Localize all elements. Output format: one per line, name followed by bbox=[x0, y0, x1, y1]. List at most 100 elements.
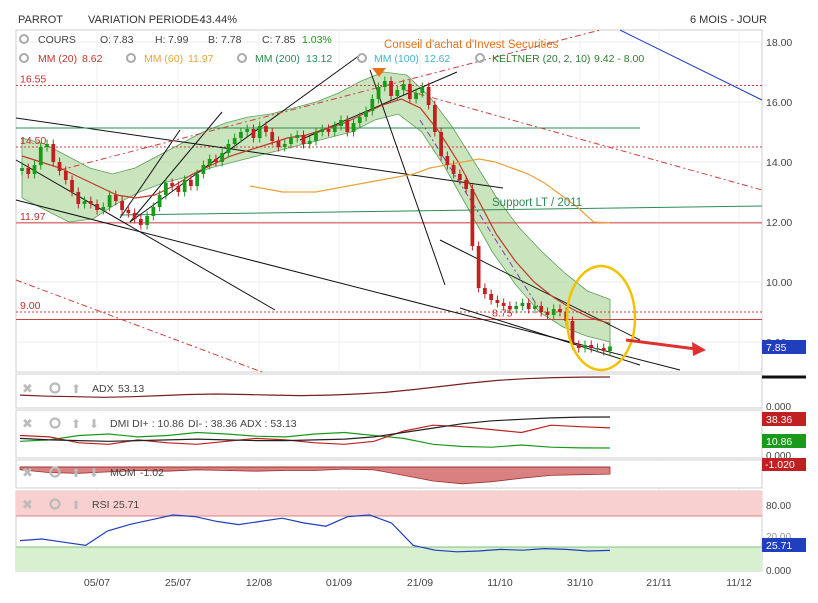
x-tick-label: 11/12 bbox=[726, 577, 752, 589]
candle-body bbox=[170, 183, 175, 186]
di-minus-value: 38.36 bbox=[766, 414, 792, 426]
last-price-badge bbox=[762, 340, 806, 354]
candle-body bbox=[151, 207, 156, 216]
candle-body bbox=[420, 87, 425, 93]
candle-body bbox=[120, 201, 124, 210]
price-y-tick: 14.00 bbox=[766, 157, 792, 169]
x-tick-label: 05/07 bbox=[84, 577, 110, 589]
mom-area bbox=[19, 466, 611, 485]
candle-body bbox=[376, 87, 381, 99]
level-label: 16.55 bbox=[20, 74, 46, 86]
gear-icon[interactable] bbox=[49, 498, 61, 510]
price-y-tick: 12.00 bbox=[766, 217, 792, 229]
price-y-tick: 10.00 bbox=[766, 277, 792, 289]
candle-body bbox=[583, 345, 587, 348]
symbol-title: PARROT bbox=[18, 14, 63, 26]
dmi-panel-frame bbox=[15, 409, 763, 459]
candle-body bbox=[257, 126, 262, 138]
candle-body bbox=[126, 210, 131, 213]
gear-icon[interactable] bbox=[237, 53, 247, 63]
candle-body bbox=[432, 105, 437, 132]
candle-body bbox=[57, 162, 62, 171]
close-x-icon[interactable]: ✖ bbox=[22, 497, 33, 512]
level-label: 8.75 bbox=[492, 308, 513, 320]
candle-body bbox=[514, 306, 519, 309]
candle-body bbox=[38, 147, 43, 165]
mom-series-area bbox=[19, 466, 611, 485]
arrow-down-icon[interactable]: ⬇ bbox=[89, 417, 99, 431]
candle-body bbox=[520, 303, 525, 306]
candle-body bbox=[395, 90, 400, 96]
adx-label: ADX bbox=[92, 383, 114, 395]
candle-body bbox=[426, 87, 431, 105]
mom-label: MOM bbox=[110, 467, 136, 479]
arrow-down-icon[interactable]: ⬇ bbox=[89, 466, 99, 480]
arrow-up-icon[interactable]: ⬆ bbox=[71, 466, 81, 480]
candle-body bbox=[570, 321, 575, 345]
legend-mas[interactable]: MM (20) 8.62 MM (60) 11.97 MM (200) 13.1… bbox=[19, 53, 644, 65]
trend-line bbox=[619, 29, 763, 101]
arrow-up-icon[interactable]: ⬆ bbox=[71, 382, 81, 396]
high-label: H: bbox=[155, 34, 166, 46]
close-x-icon[interactable]: ✖ bbox=[22, 381, 33, 396]
arrow-up-icon[interactable]: ⬆ bbox=[71, 498, 81, 512]
candle-body bbox=[370, 99, 375, 111]
x-axis: 05/07 25/07 12/08 01/09 21/09 11/10 31/10 21/11… bbox=[84, 577, 752, 589]
rsi-overbought-zone bbox=[16, 491, 762, 516]
candle-body bbox=[307, 141, 312, 144]
level-label: 11.97 bbox=[20, 211, 46, 223]
conseil-annotation: Conseil d'achat d'Invest Securities bbox=[384, 39, 559, 51]
price-y-tick: 18.00 bbox=[766, 37, 792, 49]
gear-icon[interactable] bbox=[357, 53, 367, 63]
gear-icon[interactable] bbox=[19, 53, 29, 63]
legend-cours[interactable]: COURS O: 7.83 H: 7.99 B: 7.78 C: 7.85 1.… bbox=[19, 34, 332, 46]
gear-icon[interactable] bbox=[126, 53, 136, 63]
close-x-icon[interactable]: ✖ bbox=[22, 465, 33, 480]
gear-icon[interactable] bbox=[19, 34, 29, 44]
level-label: 9.00 bbox=[20, 300, 41, 312]
arrow-up-icon[interactable]: ⬆ bbox=[71, 417, 81, 431]
candle-body bbox=[113, 195, 118, 201]
trend-line bbox=[15, 117, 504, 189]
horizontal-levels: 16.55 14.50 11.97 9.00 8.75 bbox=[16, 74, 762, 320]
candle-body bbox=[163, 183, 168, 195]
trend-line bbox=[119, 205, 763, 216]
trend-line bbox=[129, 111, 223, 223]
gear-icon[interactable] bbox=[49, 466, 61, 478]
rsi-zero-tick: 0.000 bbox=[766, 566, 791, 577]
candle-body bbox=[357, 117, 362, 123]
candle-body bbox=[345, 120, 350, 132]
adx-series-line bbox=[19, 376, 611, 398]
candle-body bbox=[332, 126, 337, 132]
candle-body bbox=[214, 159, 218, 162]
mm20-label: MM (20) bbox=[38, 53, 77, 65]
candle-body bbox=[207, 159, 212, 165]
candle-body bbox=[551, 309, 556, 315]
trend-line bbox=[129, 54, 361, 223]
adx-panel: ✖ ⬆ ADX 53.13 0.000 bbox=[15, 373, 806, 413]
mm20-value: 8.62 bbox=[82, 53, 103, 65]
candle-body bbox=[195, 174, 200, 186]
candle-body bbox=[301, 135, 306, 144]
gear-icon[interactable] bbox=[475, 53, 485, 63]
x-tick-label: 01/09 bbox=[326, 577, 352, 589]
candle-body bbox=[226, 144, 231, 153]
candle-body bbox=[451, 165, 456, 174]
keltner-value: 9.42 - 8.00 bbox=[594, 53, 644, 65]
close-x-icon[interactable]: ✖ bbox=[22, 416, 33, 431]
candle-body bbox=[445, 156, 450, 165]
mom-value: -1.02 bbox=[140, 467, 164, 479]
rsi-badge-value: 25.71 bbox=[766, 540, 792, 552]
candle-body bbox=[95, 204, 99, 210]
candle-body bbox=[339, 120, 343, 126]
candle-body bbox=[70, 180, 74, 192]
candle-body bbox=[326, 129, 331, 132]
di-minus-badge bbox=[762, 412, 806, 426]
gear-icon[interactable] bbox=[49, 382, 61, 394]
gear-icon[interactable] bbox=[49, 417, 61, 429]
mm200-label: MM (200) bbox=[255, 53, 300, 65]
keltner-fill bbox=[21, 71, 611, 343]
mom-panel-frame bbox=[15, 459, 763, 489]
candle-body bbox=[589, 345, 594, 348]
